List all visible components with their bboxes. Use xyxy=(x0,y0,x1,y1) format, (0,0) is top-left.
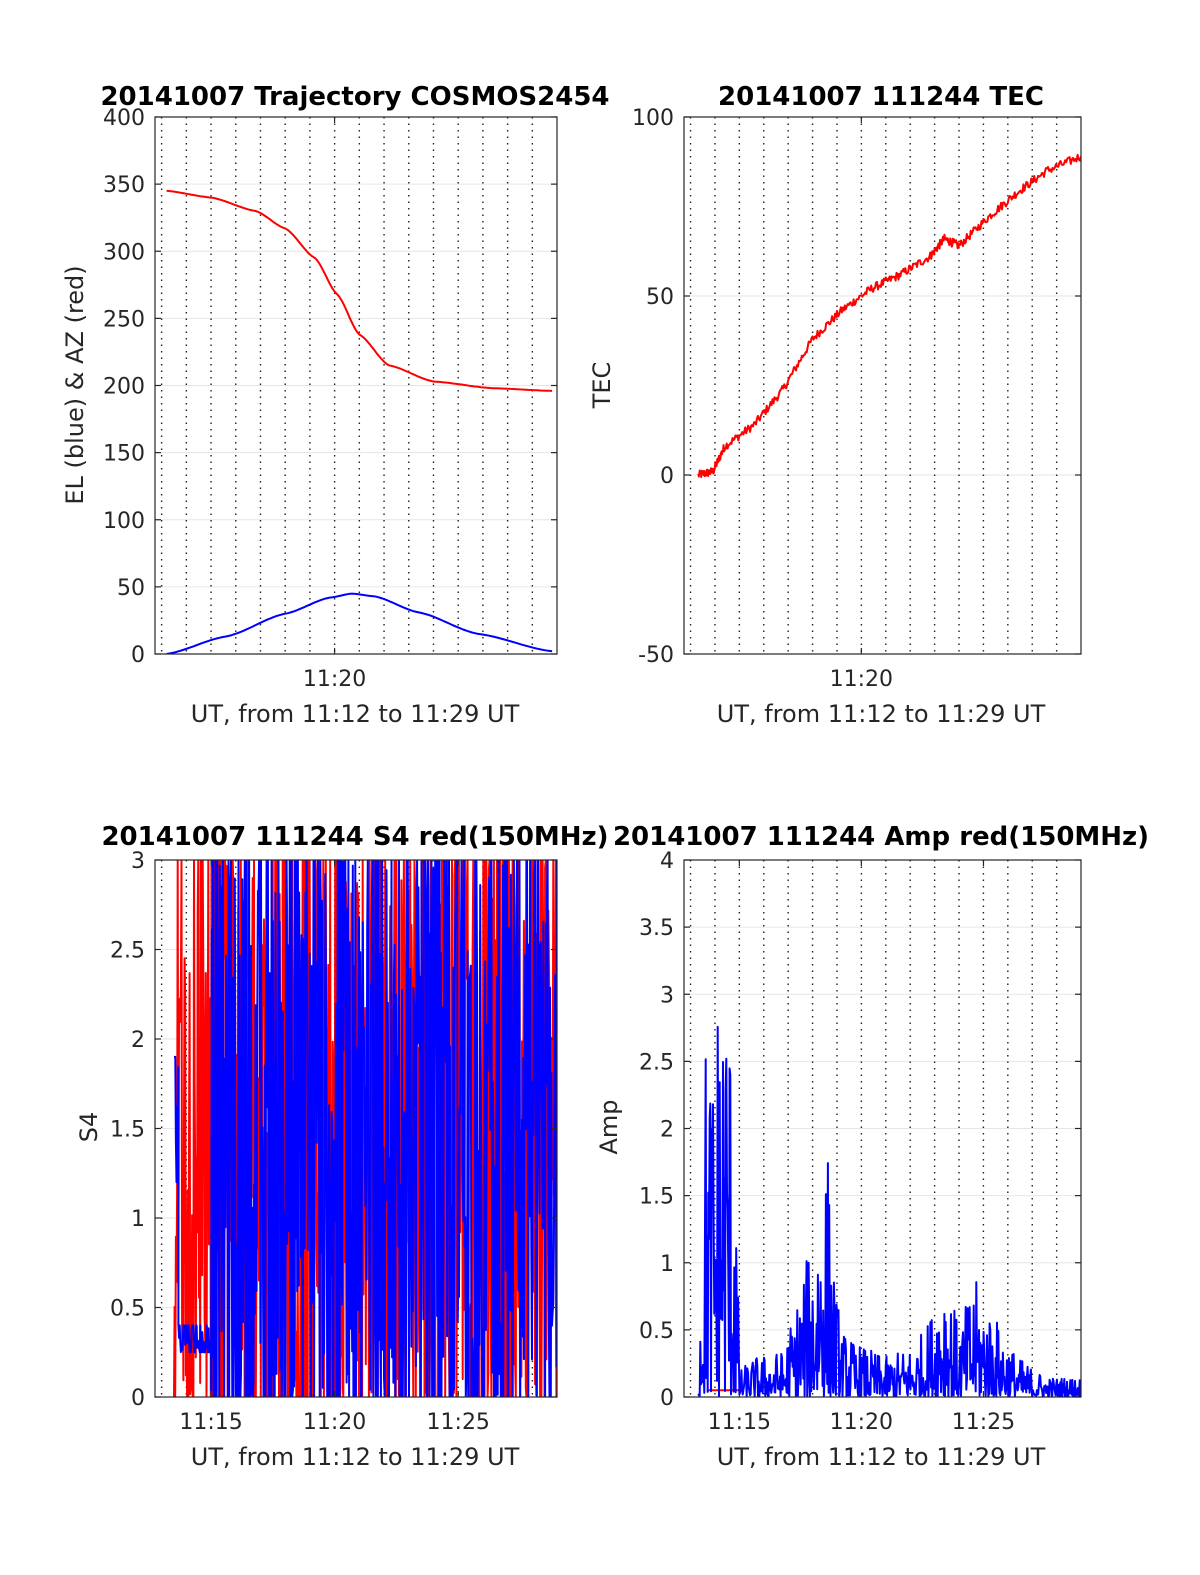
y-tick-label: 2 xyxy=(131,1028,145,1053)
y-tick-label: 2 xyxy=(660,1118,674,1143)
x-axis-label: UT, from 11:12 to 11:29 UT xyxy=(717,700,1046,728)
x-tick-label: 11:15 xyxy=(179,1410,242,1435)
chart-title: 20141007 Trajectory COSMOS2454 xyxy=(100,82,609,112)
x-tick-label: 11:20 xyxy=(830,667,893,692)
y-tick-label: 300 xyxy=(103,240,145,265)
plot-area xyxy=(697,1025,1081,1397)
axes-box xyxy=(683,116,1082,655)
chart-trajectory: 20141007 Trajectory COSMOS2454 EL (blue)… xyxy=(61,82,610,728)
y-tick-label: 100 xyxy=(103,509,145,534)
y-tick-label: 100 xyxy=(632,106,674,131)
y-tick-label: 3.5 xyxy=(639,916,674,941)
x-tick-label: 11:25 xyxy=(427,1410,490,1435)
y-tick-label: 3 xyxy=(131,849,145,874)
series-line-0 xyxy=(697,153,1081,479)
chart-title: 20141007 111244 TEC xyxy=(718,82,1044,112)
y-tick-label: 1.5 xyxy=(110,1118,145,1143)
y-axis-label: EL (blue) & AZ (red) xyxy=(61,265,89,504)
y-tick-label: 1.5 xyxy=(639,1185,674,1210)
chart-s4: 20141007 111244 S4 red(150MHz) S4 UT, fr… xyxy=(75,822,609,1471)
plot-area xyxy=(173,860,557,1397)
series-line-1 xyxy=(697,1025,1081,1397)
y-tick-label: -50 xyxy=(638,643,674,668)
x-tick-label: 11:20 xyxy=(303,667,366,692)
y-tick-label: 0.5 xyxy=(639,1319,674,1344)
y-tick-label: 0 xyxy=(660,1386,674,1411)
x-axis-label: UT, from 11:12 to 11:29 UT xyxy=(191,700,520,728)
y-tick-label: 250 xyxy=(103,307,145,332)
chart-tec: 20141007 111244 TEC TEC UT, from 11:12 t… xyxy=(588,82,1082,728)
y-axis-label: Amp xyxy=(595,1099,623,1154)
x-tick-label: 11:15 xyxy=(708,1410,771,1435)
y-axis-label: S4 xyxy=(75,1112,103,1143)
y-axis-label: TEC xyxy=(588,362,616,410)
y-tick-label: 50 xyxy=(646,285,674,310)
series-line-1 xyxy=(166,592,553,654)
x-axis-label: UT, from 11:12 to 11:29 UT xyxy=(717,1443,1046,1471)
y-tick-label: 350 xyxy=(103,173,145,198)
x-tick-label: 11:20 xyxy=(830,1410,893,1435)
series-line-1 xyxy=(173,860,557,1397)
chart-title: 20141007 111244 Amp red(150MHz) xyxy=(613,822,1149,852)
x-tick-label: 11:25 xyxy=(952,1410,1015,1435)
chart-title: 20141007 111244 S4 red(150MHz) xyxy=(101,822,608,852)
y-tick-label: 0 xyxy=(131,1386,145,1411)
chart-amp: 20141007 111244 Amp red(150MHz) Amp UT, … xyxy=(595,822,1149,1471)
y-tick-label: 150 xyxy=(103,442,145,467)
plot-area xyxy=(166,189,553,654)
y-tick-label: 3 xyxy=(660,983,674,1008)
x-axis-label: UT, from 11:12 to 11:29 UT xyxy=(191,1443,520,1471)
y-tick-label: 0.5 xyxy=(110,1297,145,1322)
y-tick-label: 4 xyxy=(660,849,674,874)
y-tick-label: 0 xyxy=(131,643,145,668)
y-tick-label: 0 xyxy=(660,464,674,489)
y-tick-label: 1 xyxy=(660,1252,674,1277)
y-tick-label: 2.5 xyxy=(639,1050,674,1075)
plot-area xyxy=(697,153,1081,479)
y-tick-label: 400 xyxy=(103,106,145,131)
y-tick-label: 2.5 xyxy=(110,939,145,964)
y-tick-label: 1 xyxy=(131,1207,145,1232)
y-tick-label: 50 xyxy=(117,576,145,601)
series-line-0 xyxy=(166,189,553,392)
y-tick-label: 200 xyxy=(103,375,145,400)
x-tick-label: 11:20 xyxy=(303,1410,366,1435)
